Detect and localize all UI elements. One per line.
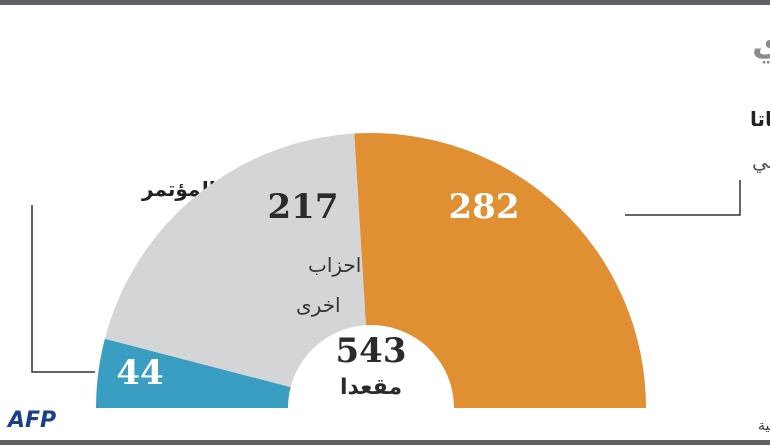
logo: AFP (6, 408, 56, 433)
value-label: 44 (116, 353, 163, 393)
source: المصدر: اللجنة الانتخابية (758, 418, 770, 434)
total-label: مقعدا (340, 375, 402, 400)
category-label: القومي الهندوسي (752, 149, 770, 174)
top-rule (0, 0, 770, 5)
bottom-rule (0, 440, 770, 445)
value-label: 282 (449, 187, 520, 227)
total-value: 543 (336, 331, 407, 371)
value-label: 217 (268, 187, 339, 227)
segment (104, 133, 366, 388)
category-label: حزب بهاراتيا جاناتا (750, 107, 770, 131)
chart-title: البرلمان الهندي (752, 24, 770, 64)
leader-line (31, 205, 95, 373)
category-label: احزاب (308, 253, 361, 277)
leader-line (625, 180, 741, 216)
category-label: اخرى (296, 293, 341, 317)
segment (96, 338, 291, 408)
segment (354, 133, 646, 408)
